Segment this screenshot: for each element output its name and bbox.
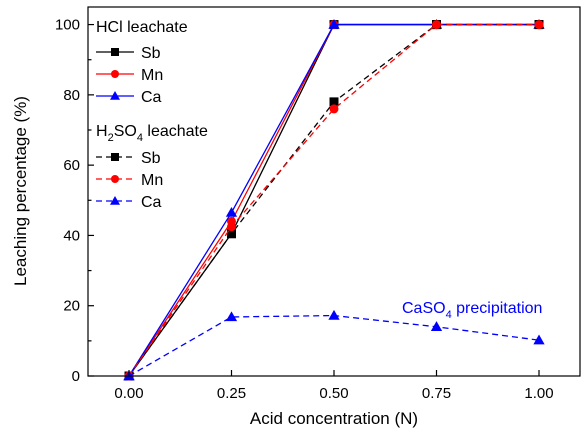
legend-title-h2so4-part: leachate: [143, 123, 208, 140]
y-tick-label: 0: [72, 368, 80, 385]
legend-label: Ca: [141, 194, 162, 211]
x-axis-label: Acid concentration (N): [250, 409, 418, 428]
data-point-hcl-ca-1: [225, 206, 238, 217]
legend-marker: [111, 48, 119, 56]
y-tick-label: 100: [55, 17, 80, 34]
y-tick-label: 40: [63, 227, 80, 244]
y-tick-label: 20: [63, 298, 80, 315]
series-line-hcl-sb: [128, 23, 539, 377]
series-h2so4-sb: [124, 20, 544, 381]
legend-label: Sb: [141, 45, 161, 62]
legend-entry-h2so4-mn: Mn: [96, 172, 163, 189]
legend-label: Ca: [141, 89, 162, 106]
data-point-h2so4-ca-1: [225, 311, 238, 322]
legend-title-h2so4-sub: 4: [137, 132, 143, 144]
data-point-h2so4-mn-4: [534, 20, 544, 30]
series-layer: [123, 18, 545, 381]
legend-marker: [110, 196, 120, 205]
legend-marker: [111, 70, 119, 78]
data-point-h2so4-sb-2: [329, 97, 339, 107]
legend-title-h2so4-part: H: [96, 123, 108, 140]
legend-label: Mn: [141, 172, 163, 189]
x-tick-label: 0.75: [422, 385, 451, 402]
legend-marker: [111, 175, 119, 183]
series-h2so4-ca: [123, 309, 545, 381]
legend-entry-h2so4-sb: Sb: [96, 150, 161, 167]
legend-title-h2so4-part: SO: [114, 123, 137, 140]
x-tick-label: 0.25: [217, 385, 246, 402]
annotation-suffix: precipitation: [452, 300, 543, 317]
legend-entry-hcl-ca: Ca: [96, 89, 162, 106]
legend-entry-h2so4-ca: Ca: [96, 194, 162, 211]
legend-marker: [110, 91, 120, 100]
legend-title-h2so4: H2SO4 leachate: [96, 123, 208, 144]
data-point-h2so4-mn-1: [227, 222, 236, 232]
data-point-h2so4-ca-2: [328, 309, 340, 320]
legend-title-hcl: HCl leachate: [96, 19, 188, 36]
series-hcl-sb: [124, 20, 544, 381]
data-point-h2so4-mn-2: [329, 104, 339, 114]
data-point-h2so4-ca-3: [430, 321, 443, 332]
series-line-hcl-mn: [128, 23, 539, 377]
legend-marker: [111, 153, 119, 161]
series-hcl-ca: [123, 18, 545, 381]
legend-title-h2so4-sub: 2: [108, 132, 114, 144]
series-line-hcl-ca: [128, 23, 539, 377]
caso4-annotation: CaSO4 precipitation: [402, 300, 542, 321]
axis-layer: 0.00 0.25 0.50 0.75 1.00 0 20 40 60 80 100: [55, 17, 554, 402]
x-tick-label: 0.50: [319, 385, 348, 402]
y-tick-label: 80: [63, 87, 80, 104]
annotation-sub: 4: [446, 309, 452, 321]
y-axis-label: Leaching percentage (%): [11, 96, 30, 286]
x-tick-label: 0.00: [114, 385, 143, 402]
plot-frame: [87, 6, 581, 377]
data-point-hcl-ca-2: [328, 18, 340, 29]
data-point-h2so4-mn-3: [432, 20, 441, 30]
x-tick-label: 1.00: [524, 385, 553, 402]
data-point-h2so4-sb-1: [227, 229, 236, 239]
legend-label: Sb: [141, 150, 161, 167]
series-line-h2so4-mn: [128, 23, 539, 377]
legend-entry-hcl-sb: Sb: [96, 45, 161, 62]
series-h2so4-mn: [124, 20, 544, 381]
data-point-h2so4-ca-4: [533, 334, 545, 345]
legend: HCl leachate H2SO4 leachate Sb Mn Ca Sb Mn Ca: [96, 19, 208, 211]
annotation-prefix: CaSO: [402, 300, 446, 317]
series-hcl-mn: [124, 20, 544, 381]
series-line-h2so4-sb: [128, 23, 539, 377]
y-tick-label: 60: [63, 157, 80, 174]
series-line-h2so4-ca: [128, 314, 540, 377]
legend-entry-hcl-mn: Mn: [96, 67, 163, 84]
legend-label: Mn: [141, 67, 163, 84]
